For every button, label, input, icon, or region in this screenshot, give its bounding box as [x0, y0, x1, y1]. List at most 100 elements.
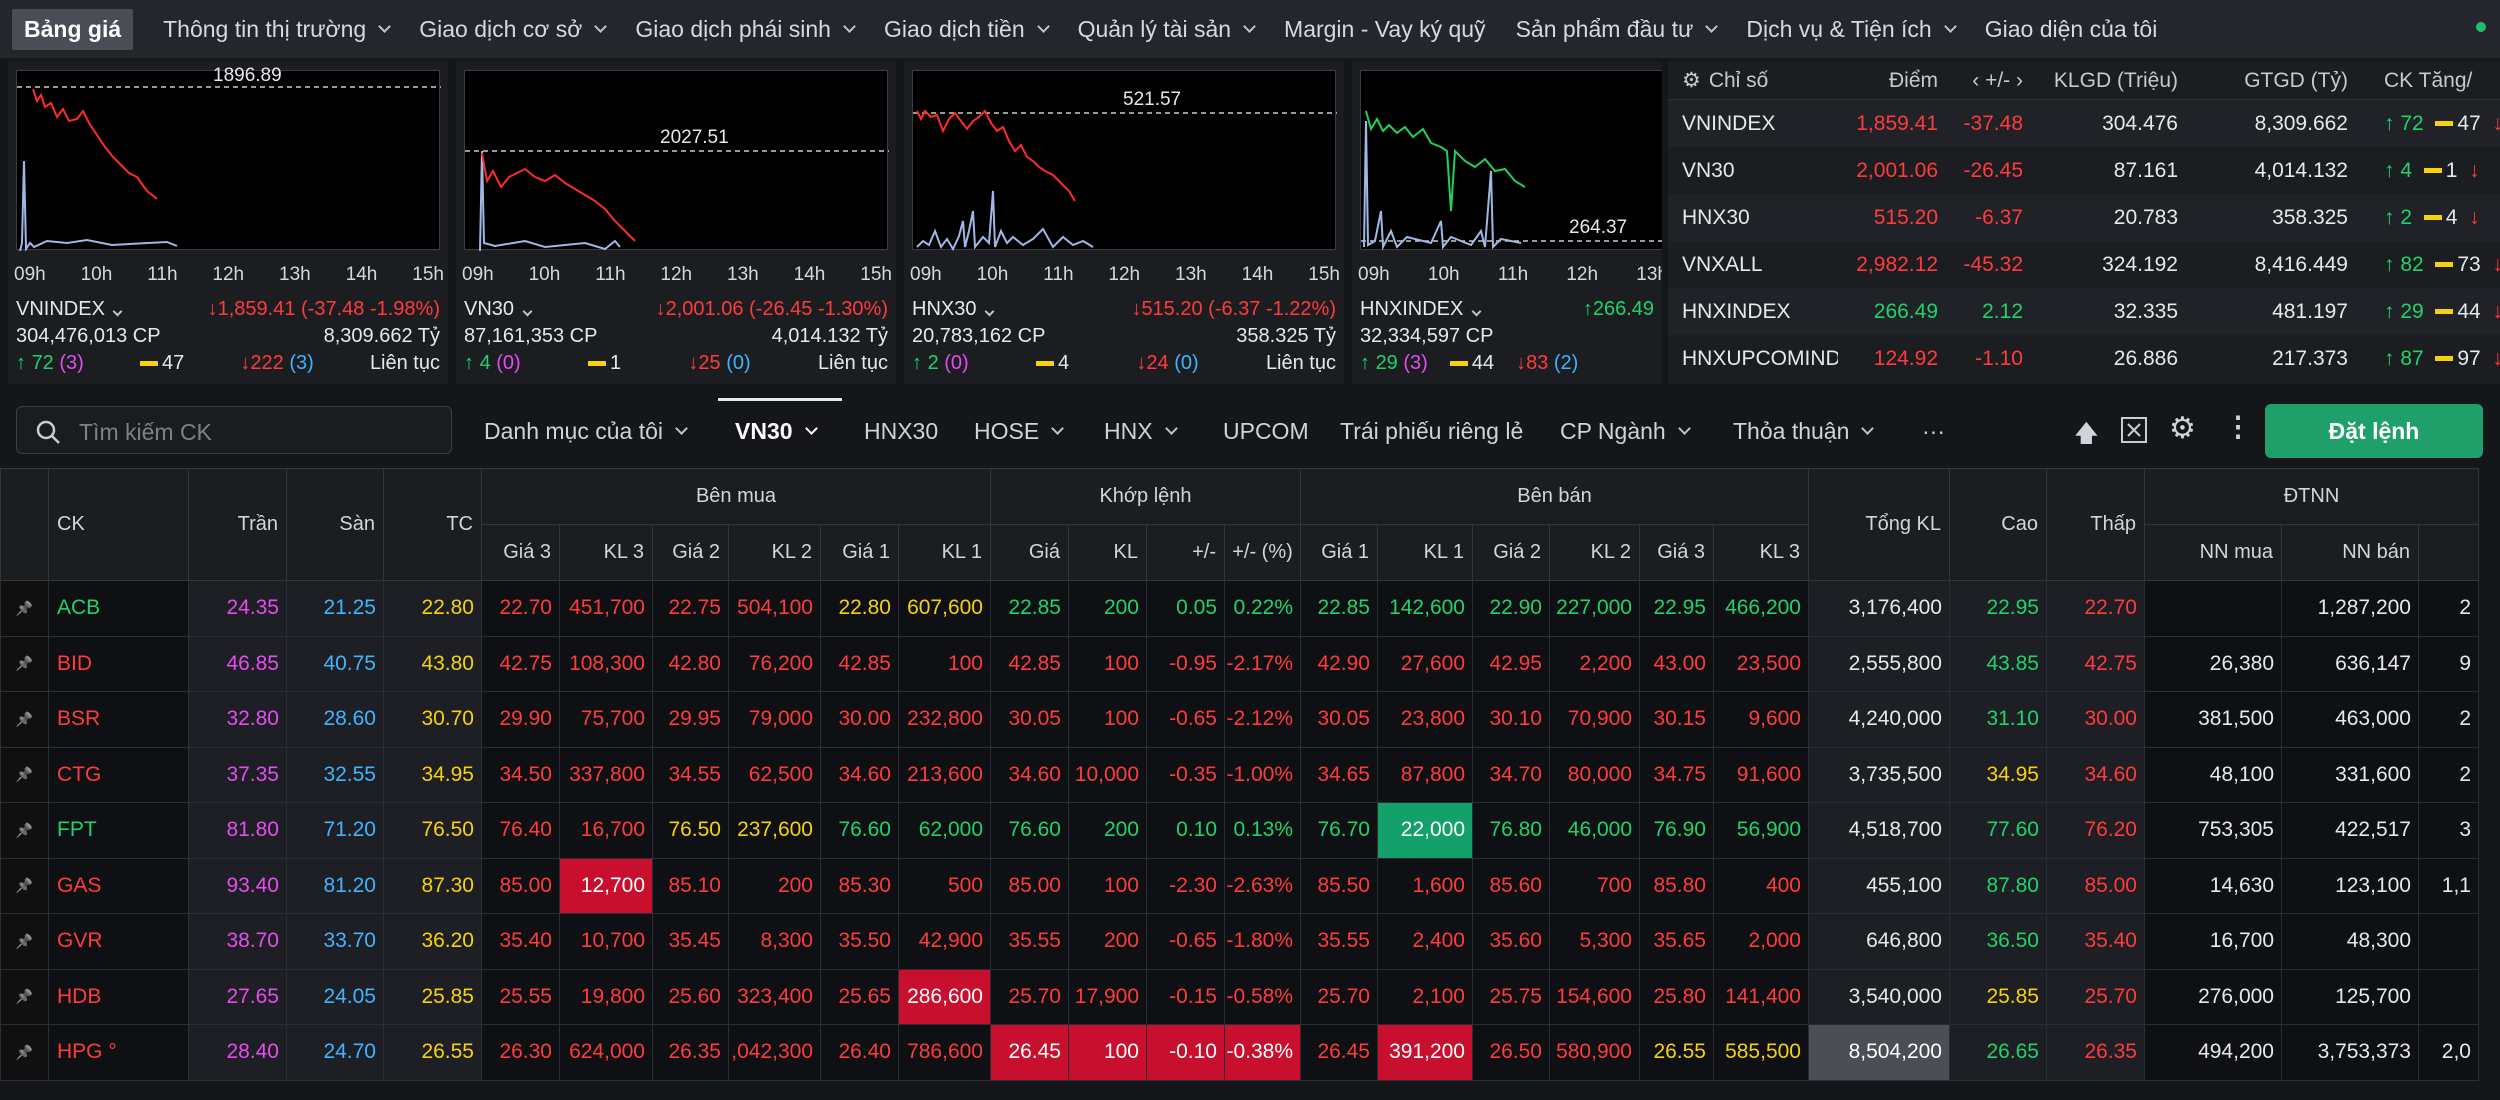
subcol-header[interactable]: KL 1	[1377, 524, 1473, 581]
subcol-header[interactable]: KL 2	[728, 524, 821, 581]
nav-margin[interactable]: Margin - Vay ký quỹ	[1284, 16, 1486, 43]
pin-icon[interactable]: 📌	[0, 691, 49, 748]
col-total-volume[interactable]: Tổng KL	[1808, 468, 1950, 581]
excel-export-icon[interactable]	[2120, 416, 2148, 444]
nav-giao-dich-phai-sinh[interactable]: Giao dịch phái sinh	[635, 16, 856, 43]
index-volume-row: 304,476,013 CP 8,309.662 Tỷ	[16, 325, 440, 348]
col-floor[interactable]: Sàn	[286, 468, 384, 581]
table-row[interactable]: 📌 GAS 93.40 81.20 87.30 85.00 12,700 85.10 200 85…	[0, 857, 2479, 914]
col-high[interactable]: Cao	[1949, 468, 2047, 581]
pin-icon[interactable]: 📌	[0, 635, 49, 692]
nav-giao-dich-tien[interactable]: Giao dịch tiền	[884, 16, 1050, 43]
table-row[interactable]: 📌 BSR 32.80 28.60 30.70 29.90 75,700 29.95 79,00…	[0, 691, 2479, 748]
table-row[interactable]: 📌 BID 46.85 40.75 43.80 42.75 108,300 42.80 76,2…	[0, 635, 2479, 692]
cell-d: -0.65	[1146, 913, 1225, 970]
index-chart-hnx30[interactable]: 521.57 09h 10h 11h 12h 13h 14h 15h HNX30 ↓515.…	[904, 62, 1344, 384]
cell-sk1: 1,600	[1377, 857, 1473, 914]
index-row[interactable]: HNX30 515.20 -6.37 20.783 358.325 ↑ 2 4 ↓	[1668, 194, 2500, 241]
tab-hose[interactable]: HOSE	[974, 418, 1065, 445]
index-name[interactable]: HNX30	[912, 298, 995, 321]
index-name[interactable]: VN30	[464, 298, 533, 321]
index-row[interactable]: HNXINDEX 266.49 2.12 32.335 481.197 ↑ 29 44 ↓	[1668, 288, 2500, 335]
index-row[interactable]: VNINDEX 1,859.41 -37.48 304.476 8,309.662 ↑ 7…	[1668, 100, 2500, 147]
more-vertical-icon[interactable]: ⋮	[2224, 411, 2252, 442]
pin-icon[interactable]: 📌	[0, 746, 49, 803]
tab-thoa-thuan[interactable]: Thỏa thuận	[1733, 418, 1875, 445]
index-chart-vnindex[interactable]: 1896.89 09h 10h 11h 12h 13h 14h 15h VNINDEX ↓1…	[8, 62, 448, 384]
tab-trai-phieu[interactable]: Trái phiếu riêng lẻ	[1340, 418, 1524, 444]
subcol-header[interactable]: Giá 3	[481, 524, 560, 581]
gear-icon[interactable]: ⚙	[2169, 412, 2196, 445]
table-row[interactable]: 📌 FPT 81.80 71.20 76.50 76.40 16,700 76.50 237,6…	[0, 802, 2479, 859]
tab-cp-nganh[interactable]: CP Ngành	[1560, 418, 1691, 445]
index-row[interactable]: VN30 2,001.06 -26.45 87.161 4,014.132 ↑ 4 1 ↓	[1682, 158, 2480, 182]
subcol-header[interactable]: KL 3	[559, 524, 653, 581]
index-row[interactable]: VNXALL 2,982.12 -45.32 324.192 8,416.449 ↑ 82…	[1682, 252, 2500, 276]
cell-b2: 42.80	[652, 635, 729, 692]
subcol-header[interactable]: Giá 3	[1639, 524, 1714, 581]
tab-upcom[interactable]: UPCOM	[1223, 418, 1309, 444]
tab-danh-muc[interactable]: Danh mục của tôi	[484, 418, 688, 445]
pin-icon[interactable]: 📌	[0, 913, 49, 970]
subcol-header[interactable]: KL 3	[1713, 524, 1809, 581]
pin-icon[interactable]: 📌	[0, 857, 49, 914]
table-row[interactable]: 📌 GVR 38.70 33.70 36.20 35.40 10,700 35.45 8,300…	[0, 913, 2479, 970]
tab-vn30[interactable]: VN30	[735, 418, 818, 445]
subcol-header[interactable]: +/-	[1146, 524, 1225, 581]
more-tabs-icon[interactable]: ···	[1922, 418, 1945, 444]
ref-value-label: 264.37	[1569, 217, 1628, 238]
pin-icon[interactable]: 📌	[0, 580, 49, 637]
col-reference[interactable]: TC	[383, 468, 482, 581]
cell-k: 10,000	[1068, 746, 1147, 803]
col-ck[interactable]: CK	[48, 468, 189, 581]
nav-thong-tin-thi-truong[interactable]: Thông tin thị trường	[163, 16, 392, 43]
subcol-header[interactable]: KL 2	[1549, 524, 1640, 581]
pin-icon[interactable]: 📌	[0, 1024, 49, 1081]
nav-quan-ly-tai-san[interactable]: Quản lý tài sản	[1078, 16, 1256, 43]
subcol-header[interactable]: KL 1	[898, 524, 991, 581]
table-row[interactable]: 📌 ACB 24.35 21.25 22.80 22.70 451,700 22.75 504,…	[0, 580, 2479, 637]
subcol-header[interactable]: Giá 2	[652, 524, 729, 581]
session-status: Liên tục	[1265, 352, 1336, 374]
subcol-header[interactable]: KL	[1068, 524, 1147, 581]
subcol-header[interactable]: Giá 1	[820, 524, 899, 581]
cell-nnm: 48,100	[2144, 746, 2282, 803]
subcol-header[interactable]: Giá 2	[1472, 524, 1550, 581]
cell-s2: 76.80	[1472, 802, 1550, 859]
subcol-header[interactable]: NN mua	[2144, 524, 2282, 581]
subcol-header[interactable]: Giá 1	[1300, 524, 1378, 581]
tab-hnx30[interactable]: HNX30	[864, 418, 939, 444]
search-input[interactable]: Tìm kiếm CK	[16, 406, 452, 454]
pin-icon[interactable]: 📌	[0, 968, 49, 1025]
cell-ck: HPG °	[48, 1024, 189, 1081]
tab-hnx[interactable]: HNX	[1104, 418, 1178, 445]
col-low[interactable]: Thấp	[2046, 468, 2145, 581]
up-count: 72	[31, 352, 54, 374]
cell-bk3: 16,700	[559, 802, 653, 859]
table-row[interactable]: 📌 HPG ° 28.40 24.70 26.55 26.30 624,000 26.35,0…	[0, 1024, 2479, 1081]
pin-icon[interactable]: 📌	[0, 802, 49, 859]
index-chart-vn30[interactable]: 2027.51 09h 10h 11h 12h 13h 14h 15h VN30 ↓2,00…	[456, 62, 896, 384]
nav-giao-dich-co-so[interactable]: Giao dịch cơ sở	[419, 16, 608, 43]
nav-giao-dien[interactable]: Giao diện của tôi	[1985, 16, 2158, 43]
nav-dich-vu[interactable]: Dịch vụ & Tiện ích	[1746, 16, 1957, 43]
subcol-header[interactable]: +/- (%)	[1224, 524, 1301, 581]
cell-bk1: 100	[898, 635, 991, 692]
subcol-header[interactable]: Giá	[990, 524, 1069, 581]
chevron-right-icon[interactable]: ›	[2010, 68, 2023, 92]
table-row[interactable]: 📌 CTG 37.35 32.55 34.95 34.50 337,800 34.55 62,5…	[0, 746, 2479, 803]
col-ceiling[interactable]: Trần	[188, 468, 287, 581]
nav-san-pham-dau-tu[interactable]: Sản phẩm đầu tư	[1516, 16, 1719, 43]
gear-icon[interactable]: ⚙	[1682, 69, 1701, 92]
table-row[interactable]: 📌 HDB 27.65 24.05 25.85 25.55 19,800 25.60 323,4…	[0, 968, 2479, 1025]
nav-bang-gia[interactable]: Bảng giá	[12, 8, 134, 50]
place-order-button[interactable]: Đặt lệnh	[2265, 404, 2483, 458]
arrow-up-icon[interactable]: 🡅	[2074, 420, 2099, 447]
index-name[interactable]: VNINDEX	[16, 298, 123, 321]
index-name[interactable]: HNXINDEX	[1360, 298, 1482, 321]
subcol-header[interactable]: NN bán	[2281, 524, 2419, 581]
chevron-left-icon[interactable]: ‹	[1972, 68, 1986, 92]
cell-b2: 35.45	[652, 913, 729, 970]
